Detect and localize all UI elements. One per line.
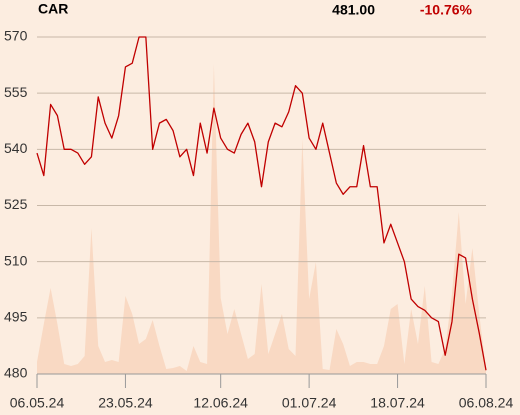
y-tick-label: 510 — [4, 252, 28, 268]
x-tick-label: 12.06.24 — [193, 395, 248, 411]
change: -10.76% — [420, 2, 473, 18]
y-tick-label: 555 — [4, 84, 28, 100]
x-tick-label: 18.07.24 — [370, 395, 425, 411]
x-tick-label: 06.08.24 — [459, 395, 514, 411]
volume-area — [37, 64, 486, 374]
y-tick-label: 525 — [4, 196, 28, 212]
symbol: CAR — [38, 1, 68, 17]
x-tick-label: 06.05.24 — [10, 395, 65, 411]
last-price: 481.00 — [332, 2, 375, 18]
x-tick-label: 01.07.24 — [282, 395, 337, 411]
y-tick-label: 540 — [4, 140, 28, 156]
y-tick-label: 480 — [4, 365, 28, 381]
price-line — [36, 36, 487, 371]
y-tick-label: 570 — [4, 28, 28, 44]
y-tick-label: 495 — [4, 309, 28, 325]
x-tick-label: 23.05.24 — [98, 395, 153, 411]
